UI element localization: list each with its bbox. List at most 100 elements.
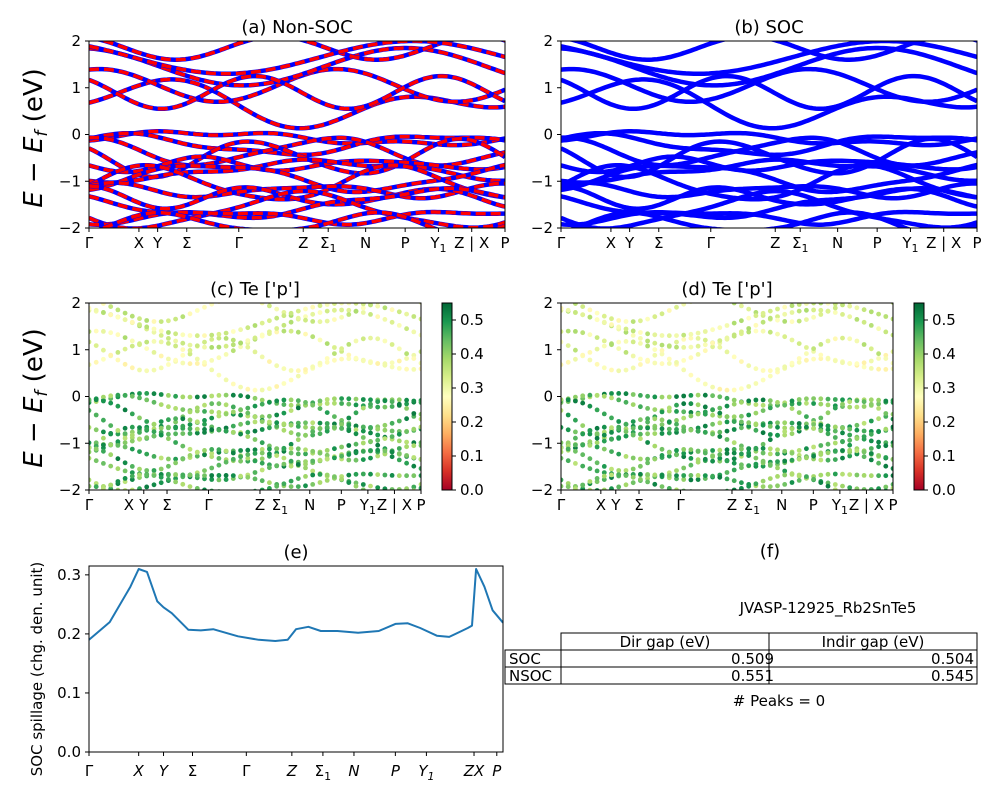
scatter-point xyxy=(360,487,366,490)
scatter-point xyxy=(216,393,222,398)
scatter-point xyxy=(561,483,564,489)
scatter-point xyxy=(724,335,730,341)
panel-a-xtick-label: Γ xyxy=(235,234,244,252)
scatter-point xyxy=(202,418,207,423)
scatter-point xyxy=(616,472,622,478)
scatter-point xyxy=(854,398,860,404)
scatter-point xyxy=(115,332,121,338)
scatter-point xyxy=(623,391,629,397)
scatter-point xyxy=(587,431,593,437)
scatter-point xyxy=(861,428,867,434)
scatter-point xyxy=(360,449,366,454)
scatter-point xyxy=(382,398,388,404)
scatter-point xyxy=(245,410,251,416)
band-line-dashed xyxy=(89,157,505,185)
scatter-point xyxy=(93,446,99,452)
scatter-point xyxy=(666,450,672,455)
scatter-point xyxy=(281,322,287,328)
band-line xyxy=(561,77,977,131)
scatter-point xyxy=(688,335,694,341)
scatter-point xyxy=(580,393,586,399)
panel-a-xtick-label: Y xyxy=(152,234,163,252)
scatter-point xyxy=(202,421,207,427)
scatter-point xyxy=(594,476,600,481)
scatter-point xyxy=(396,446,402,451)
scatter-point xyxy=(166,471,171,477)
scatter-point xyxy=(368,360,373,366)
scatter-point xyxy=(411,298,416,303)
scatter-point xyxy=(166,341,171,346)
scatter-point xyxy=(789,420,795,426)
scatter-point xyxy=(202,452,207,458)
scatter-point xyxy=(601,424,607,430)
scatter-point xyxy=(832,457,838,462)
scatter-point xyxy=(288,402,294,408)
band-line-dashed xyxy=(89,184,505,211)
scatter-point xyxy=(187,342,193,348)
scatter-point xyxy=(601,446,607,452)
scatter-point xyxy=(746,453,752,458)
scatter-point xyxy=(832,440,838,446)
panel-b-ytick-label: −2 xyxy=(531,219,553,237)
scatter-point xyxy=(281,481,287,487)
scatter-point xyxy=(782,334,788,340)
scatter-point xyxy=(324,452,330,458)
band-line-dashed xyxy=(98,41,505,62)
scatter-point xyxy=(739,419,744,425)
scatter-point xyxy=(674,360,679,365)
scatter-point xyxy=(580,482,586,488)
scatter-point xyxy=(194,361,200,366)
scatter-point xyxy=(731,401,737,407)
scatter-point xyxy=(238,448,244,453)
scatter-point xyxy=(418,349,421,355)
scatter-point xyxy=(346,480,352,485)
scatter-point xyxy=(710,458,715,464)
scatter-point xyxy=(630,455,636,461)
scatter-point xyxy=(601,470,607,475)
panel-e-title: (e) xyxy=(283,542,308,563)
scatter-point xyxy=(652,394,658,400)
scatter-point xyxy=(158,365,164,371)
scatter-point xyxy=(274,483,280,489)
scatter-point xyxy=(353,402,359,408)
scatter-point xyxy=(818,342,824,347)
scatter-point xyxy=(565,359,571,365)
scatter-point xyxy=(310,468,316,474)
panel-b-xtick-label: Σ xyxy=(654,234,663,252)
scatter-point xyxy=(353,355,359,361)
scatter-point xyxy=(674,333,679,338)
scatter-point xyxy=(151,326,157,332)
scatter-point xyxy=(166,356,171,362)
scatter-point xyxy=(245,386,251,392)
scatter-point xyxy=(601,365,607,371)
scatter-point xyxy=(861,399,867,405)
band-line-dashed xyxy=(89,186,505,220)
scatter-point xyxy=(695,459,701,465)
scatter-point xyxy=(346,312,352,317)
scatter-point xyxy=(324,421,330,426)
scatter-point xyxy=(122,317,128,323)
scatter-point xyxy=(890,411,893,417)
panel-c-xtick-label: Z | X xyxy=(377,496,412,514)
scatter-point xyxy=(339,303,344,306)
panel-a-title: (a) Non-SOC xyxy=(241,17,352,38)
panel-c-xtick-label: Γ xyxy=(85,496,94,514)
scatter-point xyxy=(209,303,215,307)
scatter-point xyxy=(652,347,658,352)
scatter-point xyxy=(609,342,614,348)
scatter-point xyxy=(339,444,344,450)
panel-c-xtick-label: Z xyxy=(255,496,265,514)
scatter-point xyxy=(209,447,215,452)
scatter-point xyxy=(659,484,665,489)
scatter-point xyxy=(601,319,607,325)
scatter-point xyxy=(739,386,744,392)
scatter-point xyxy=(238,393,244,399)
scatter-point xyxy=(230,473,236,478)
scatter-point xyxy=(840,491,845,496)
panel-d-title: (d) Te ['p'] xyxy=(681,279,772,300)
scatter-point xyxy=(166,456,171,462)
scatter-point xyxy=(804,455,809,461)
